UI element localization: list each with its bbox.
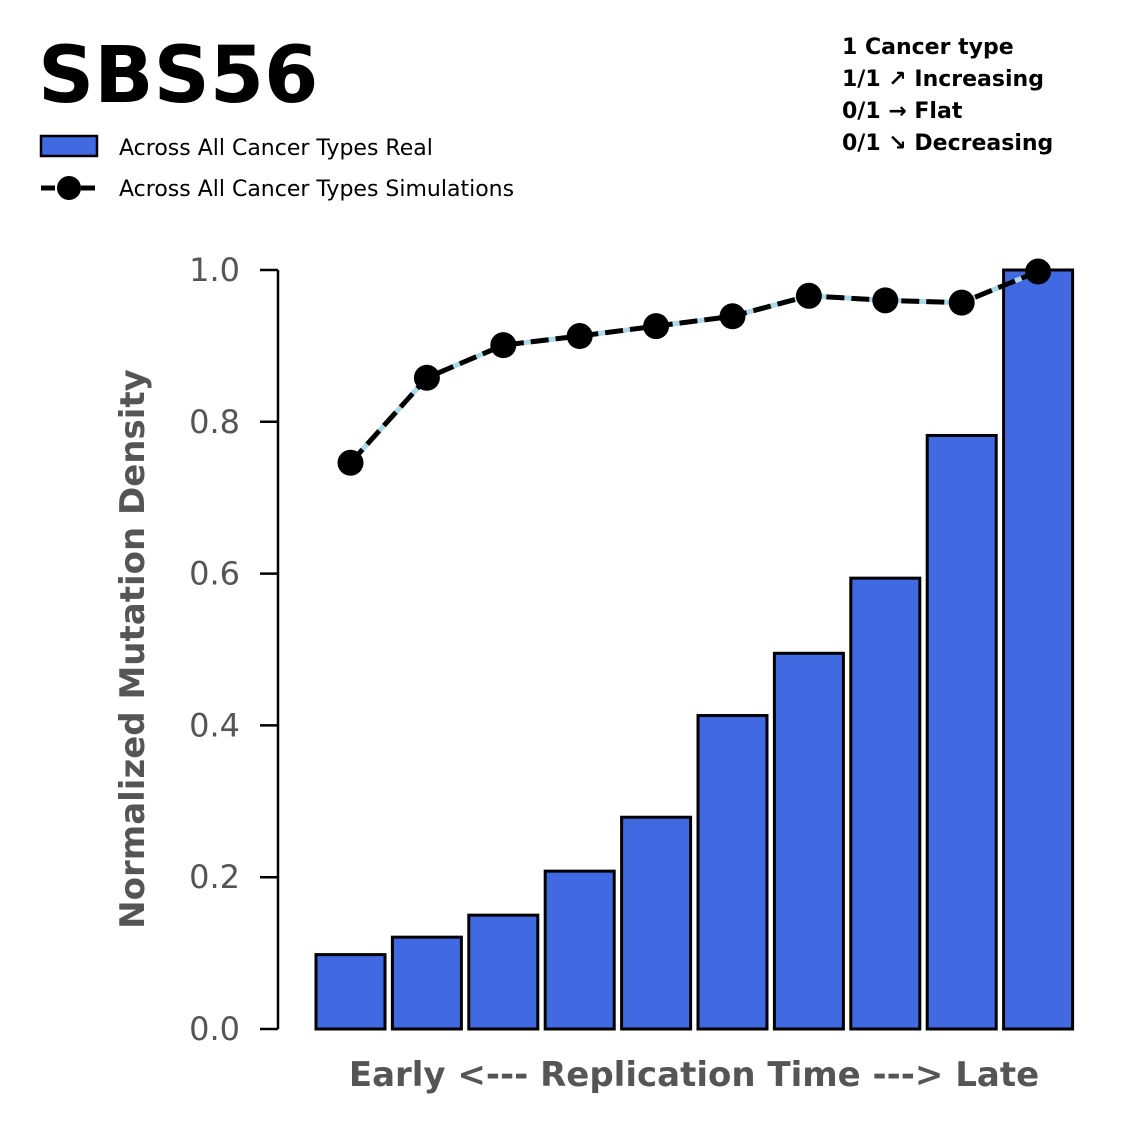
- y-axis: 0.0 0.2 0.4 0.6 0.8 1.0: [189, 251, 280, 1048]
- legend-label-real: Across All Cancer Types Real: [119, 136, 433, 161]
- simulation-point-7: [795, 282, 822, 309]
- bar-6: [696, 714, 769, 1031]
- bar-2: [390, 935, 463, 1031]
- simulations-line: [348, 269, 1040, 465]
- legend-swatch-real: [39, 134, 99, 158]
- line-series-simulations: [337, 258, 1052, 476]
- y-tick-label-5: 1.0: [189, 251, 240, 289]
- simulation-point-9: [948, 289, 975, 316]
- legend-label-simulations: Across All Cancer Types Simulations: [119, 177, 514, 202]
- y-tick-label-0: 0.0: [189, 1010, 240, 1048]
- summary-line-1: 1 Cancer type: [842, 35, 1014, 60]
- bar-9: [925, 433, 998, 1031]
- chart-title: SBS56: [38, 31, 318, 121]
- x-axis-label: Early <--- Replication Time ---> Late: [349, 1055, 1039, 1095]
- y-axis-label: Normalized Mutation Density: [113, 369, 153, 929]
- bar-3: [467, 913, 540, 1031]
- simulation-point-1: [337, 449, 364, 476]
- legend: Across All Cancer Types Real Across All …: [39, 134, 514, 202]
- bar-4: [543, 869, 616, 1031]
- simulation-point-3: [490, 332, 517, 359]
- simulation-point-4: [566, 323, 593, 350]
- bar-8: [849, 576, 922, 1031]
- bar-series-real: [314, 268, 1075, 1031]
- summary-line-4: 0/1 ↘ Decreasing: [842, 131, 1053, 156]
- simulation-point-6: [719, 303, 746, 330]
- summary-box: 1 Cancer type 1/1 ↗ Increasing 0/1 → Fla…: [842, 35, 1053, 156]
- bar-7: [772, 651, 845, 1031]
- legend-marker-simulations: [57, 176, 81, 200]
- summary-line-2: 1/1 ↗ Increasing: [842, 67, 1044, 92]
- y-tick-label-4: 0.8: [189, 403, 240, 441]
- summary-line-3: 0/1 → Flat: [842, 99, 963, 124]
- y-tick-label-2: 0.4: [189, 706, 240, 744]
- simulation-point-5: [643, 313, 670, 340]
- bar-10: [1002, 268, 1075, 1031]
- simulation-point-8: [872, 287, 899, 314]
- y-tick-label-1: 0.2: [189, 858, 240, 896]
- bar-1: [314, 953, 387, 1031]
- bar-5: [620, 815, 693, 1031]
- simulation-point-2: [413, 364, 440, 391]
- y-tick-label-3: 0.6: [189, 555, 240, 593]
- simulation-point-10: [1025, 258, 1052, 285]
